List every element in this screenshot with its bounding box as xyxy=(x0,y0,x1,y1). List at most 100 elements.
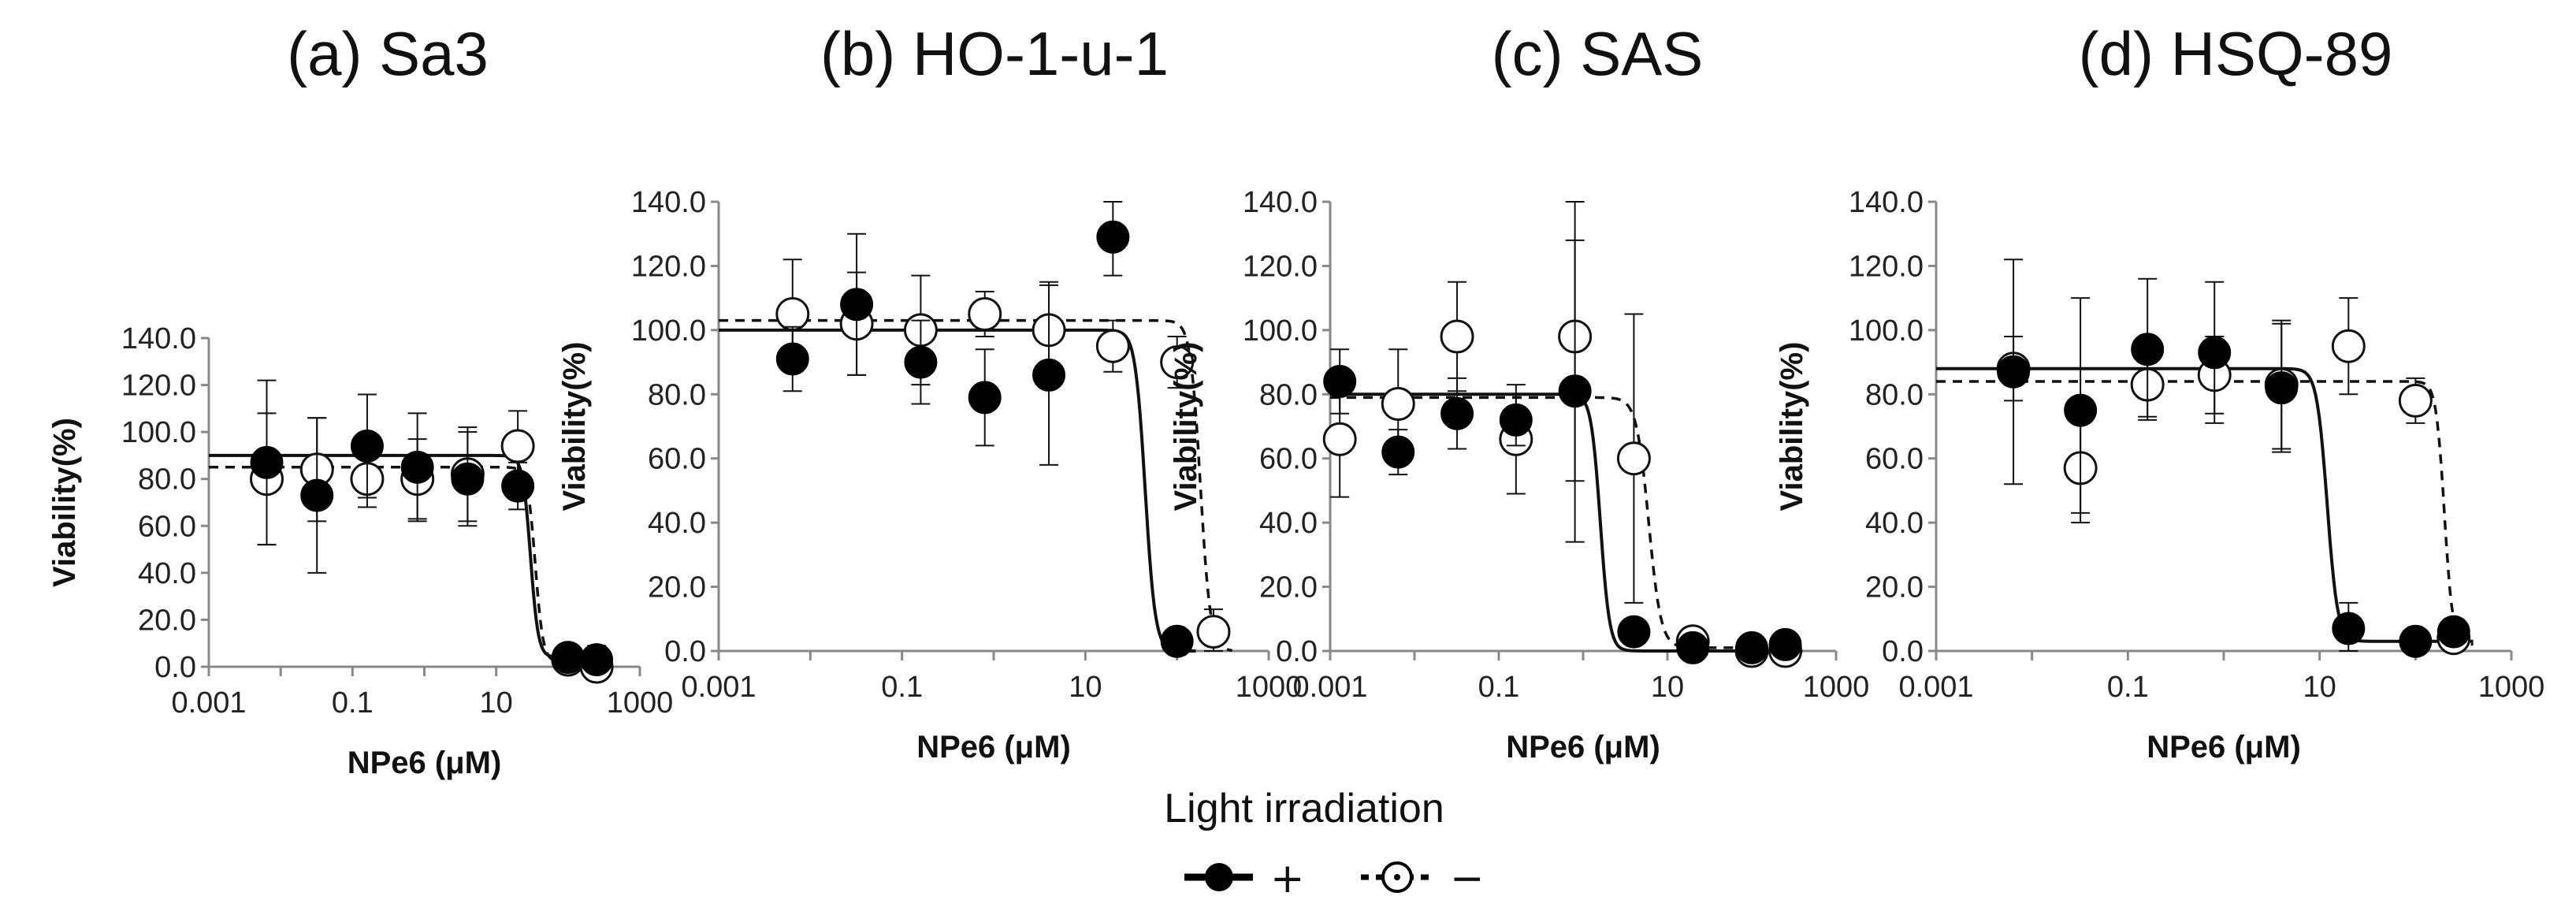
y-tick-label: 140.0 xyxy=(1849,186,1924,219)
x-tick-label: 0.1 xyxy=(2107,671,2149,704)
y-tick-label: 80.0 xyxy=(648,378,706,411)
chart-panel-1: (a) Sa3 0.0 20.0 40.0 60.0 80.0 100.0 120.0 140.… xyxy=(47,19,673,780)
y-tick-label: 120.0 xyxy=(121,370,196,403)
data-point-light xyxy=(1440,396,1474,430)
x-tick-label: 10 xyxy=(2303,671,2336,704)
y-tick-label: 60.0 xyxy=(648,443,706,476)
data-point-light xyxy=(2265,371,2299,405)
data-point-light xyxy=(775,342,809,376)
x-axis-label: NPe6 (μM) xyxy=(2147,730,2301,764)
data-point-dark xyxy=(968,297,1002,331)
x-tick-label: 0.1 xyxy=(332,686,374,720)
data-point-light xyxy=(2064,393,2098,427)
y-tick-label: 40.0 xyxy=(138,557,196,590)
data-point-light xyxy=(1558,374,1592,408)
y-tick-label: 100.0 xyxy=(1243,314,1318,348)
data-point-light xyxy=(1768,627,1802,661)
y-tick-label: 60.0 xyxy=(138,510,196,543)
data-point-light xyxy=(1032,358,1066,392)
x-axis-label: NPe6 (μM) xyxy=(916,730,1071,764)
y-axis-label: Viability(%) xyxy=(557,342,592,511)
x-tick-label: 0.1 xyxy=(1478,671,1520,704)
x-tick-label: 10 xyxy=(1651,671,1684,704)
y-tick-label: 0.0 xyxy=(154,651,196,684)
y-tick-label: 100.0 xyxy=(631,314,706,348)
y-tick-label: 140.0 xyxy=(631,186,706,219)
y-tick-label: 40.0 xyxy=(648,507,706,540)
chart-title: (c) SAS xyxy=(1492,19,1704,88)
x-tick-label: 1000 xyxy=(607,686,674,720)
x-tick-label: 0.001 xyxy=(1898,671,1973,704)
y-tick-label: 120.0 xyxy=(1243,250,1318,283)
data-point-light xyxy=(1676,630,1710,664)
data-point-dark xyxy=(1381,387,1415,421)
data-point-light xyxy=(250,445,284,479)
chart-title: (a) Sa3 xyxy=(287,19,489,88)
data-point-dark xyxy=(1322,422,1357,456)
fit-curve-dark xyxy=(209,466,611,664)
data-point-light xyxy=(350,430,384,463)
data-point-light xyxy=(1499,403,1533,437)
y-tick-label: 60.0 xyxy=(1865,443,1924,476)
chart-title: (b) HO-1-u-1 xyxy=(820,19,1169,88)
chart-panel-4: (d) HSQ-89 0.0 20.0 40.0 60.0 80.0 100.0 120.0 1… xyxy=(1775,19,2544,764)
y-axis-label: Viability(%) xyxy=(1775,342,1809,511)
y-tick-label: 20.0 xyxy=(1259,571,1318,604)
legend: Light irradiation + − xyxy=(1164,786,1484,902)
data-point-light xyxy=(1735,630,1768,664)
data-point-light xyxy=(2437,615,2470,649)
data-point-light xyxy=(2399,624,2433,658)
y-tick-label: 20.0 xyxy=(1865,571,1924,604)
x-axis-label: NPe6 (μM) xyxy=(1506,730,1660,764)
x-tick-label: 0.001 xyxy=(171,686,246,720)
data-point-light xyxy=(501,469,535,503)
x-tick-label: 1000 xyxy=(1236,671,1303,704)
y-tick-label: 100.0 xyxy=(121,416,196,449)
data-point-light xyxy=(968,381,1002,415)
data-point-dark xyxy=(775,297,810,331)
legend-label-dark: − xyxy=(1450,855,1485,902)
chart-panel-3: (c) SAS 0.0 20.0 40.0 60.0 80.0 100.0 120.0 140.… xyxy=(1169,19,1869,764)
x-axis-label: NPe6 (μM) xyxy=(348,746,502,780)
y-tick-label: 20.0 xyxy=(648,571,706,604)
x-tick-label: 10 xyxy=(1069,671,1102,704)
y-tick-label: 40.0 xyxy=(1865,507,1924,540)
y-tick-label: 0.0 xyxy=(664,635,706,668)
y-tick-label: 60.0 xyxy=(1259,443,1318,476)
y-axis-label: Viability(%) xyxy=(47,418,82,587)
data-point-light xyxy=(2332,612,2366,645)
y-tick-label: 0.0 xyxy=(1276,635,1318,668)
legend-marker-light xyxy=(1205,863,1233,891)
y-axis-label: Viability(%) xyxy=(1169,342,1203,511)
y-tick-label: 20.0 xyxy=(138,604,196,637)
y-tick-label: 80.0 xyxy=(138,463,196,497)
data-point-light xyxy=(1617,615,1651,649)
data-point-light xyxy=(2131,333,2165,366)
fit-curve-dark xyxy=(1936,380,2474,646)
legend-label-light: + xyxy=(1270,855,1305,902)
y-tick-label: 100.0 xyxy=(1849,314,1924,348)
legend-marker-dark-dot xyxy=(1394,874,1400,880)
data-point-dark xyxy=(1160,345,1195,380)
data-point-light xyxy=(1323,365,1357,398)
x-tick-label: 1000 xyxy=(2478,671,2545,704)
data-point-dark xyxy=(1196,615,1231,649)
data-point-dark xyxy=(2398,383,2433,418)
data-point-light xyxy=(400,450,434,484)
x-tick-label: 10 xyxy=(480,686,513,720)
y-tick-label: 40.0 xyxy=(1259,507,1318,540)
data-point-light xyxy=(840,288,874,322)
chart-panel-2: (b) HO-1-u-1 0.0 20.0 40.0 60.0 80.0 100.0 120.… xyxy=(557,19,1302,764)
data-point-light xyxy=(1381,435,1415,469)
y-tick-label: 120.0 xyxy=(631,250,706,283)
data-point-dark xyxy=(1440,319,1474,354)
data-point-light xyxy=(1096,220,1130,254)
x-tick-label: 0.001 xyxy=(1292,671,1367,704)
y-tick-label: 140.0 xyxy=(121,322,196,355)
y-tick-label: 80.0 xyxy=(1259,378,1318,411)
x-tick-label: 0.1 xyxy=(881,671,923,704)
fit-curve-light xyxy=(1330,392,1803,653)
data-point-dark xyxy=(500,429,535,463)
x-tick-label: 0.001 xyxy=(681,671,756,704)
